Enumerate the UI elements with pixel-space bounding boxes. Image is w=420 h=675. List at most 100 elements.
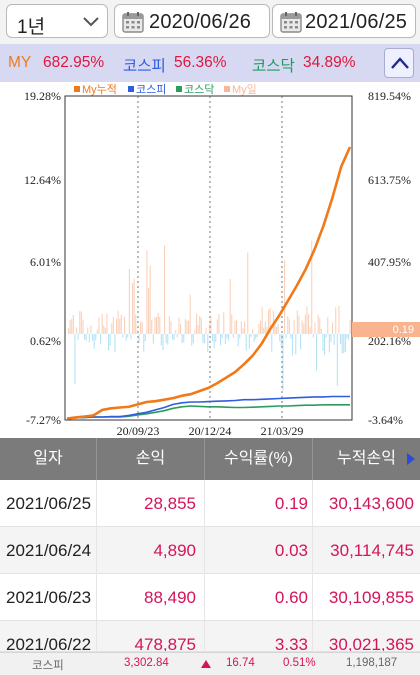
return-chart: 20/09/23 20/12/24 21/03/29 19.28% 819.54% 12.… <box>0 82 420 438</box>
daily-return-bar <box>196 313 198 334</box>
daily-return-bar <box>146 250 148 334</box>
table-row[interactable]: 2021/06/23 88,490 0.60 30,109,855 <box>0 574 420 621</box>
daily-return-bar <box>176 334 178 338</box>
daily-return-bar <box>293 320 295 334</box>
daily-return-bar <box>180 324 182 334</box>
daily-return-bar <box>173 334 175 340</box>
daily-return-bar <box>306 306 308 334</box>
daily-return-bar <box>349 320 351 334</box>
daily-return-bar <box>242 328 244 334</box>
table-row[interactable]: 2021/06/22 478,875 3.33 30,021,365 <box>0 621 420 652</box>
daily-return-bar <box>156 317 158 334</box>
daily-return-bar <box>68 328 70 334</box>
daily-return-bar <box>144 334 146 342</box>
row-cumulative: 30,143,600 <box>328 494 414 513</box>
start-date-picker[interactable]: 2020/06/26 <box>114 4 270 38</box>
kosdaq-return-value: 34.89% <box>303 54 356 71</box>
row-date: 2021/06/25 <box>6 494 92 513</box>
daily-return-bar <box>260 320 262 334</box>
table-header: 일자 손익 수익률(%) 누적손익 <box>0 438 420 480</box>
daily-return-bar <box>133 278 135 334</box>
daily-return-bar <box>130 334 132 340</box>
daily-return-bar <box>71 318 73 334</box>
daily-return-bar <box>93 334 95 349</box>
table-row[interactable]: 2021/06/25 28,855 0.19 30,143,600 <box>0 480 420 527</box>
header-pl: 손익 <box>96 438 204 480</box>
daily-return-bar <box>255 334 257 340</box>
filter-bar: 1년 2020/06/26 ~ 2021/06/25 <box>0 0 420 44</box>
daily-return-bar <box>135 314 137 334</box>
daily-return-bar <box>314 322 316 334</box>
daily-return-bar <box>290 334 292 340</box>
daily-return-bar <box>143 334 145 352</box>
calendar-icon <box>280 12 302 33</box>
daily-return-bar <box>103 325 105 334</box>
period-value: 1년 <box>17 17 46 38</box>
chevron-up-icon <box>391 57 409 69</box>
scroll-right-icon[interactable] <box>406 452 416 466</box>
daily-return-bar <box>250 334 252 338</box>
daily-return-bar <box>224 334 226 344</box>
kospi-return-value: 56.36% <box>174 54 227 71</box>
last-value-marker <box>352 322 420 337</box>
left-axis-tick: 19.28% <box>24 89 61 103</box>
row-pl: 478,875 <box>134 635 196 652</box>
daily-return-bar <box>229 279 231 334</box>
row-pl: 88,490 <box>144 588 196 607</box>
daily-return-bar <box>232 334 234 338</box>
daily-return-bar <box>309 327 311 334</box>
daily-return-bar <box>336 334 338 386</box>
daily-return-bar <box>240 321 242 334</box>
daily-return-bar <box>189 294 191 334</box>
daily-return-bar <box>282 334 284 391</box>
right-axis-tick: 613.75% <box>368 173 411 187</box>
daily-return-bar <box>112 316 114 334</box>
header-return: 수익률(%) <box>204 438 312 480</box>
daily-return-bar <box>194 329 196 334</box>
market-ticker[interactable]: 코스피 3,302.84 16.74 0.51% 1,198,187 <box>0 652 420 675</box>
end-date-picker[interactable]: 2021/06/25 <box>272 4 416 38</box>
daily-return-bar <box>335 307 337 334</box>
daily-return-bar <box>202 334 204 343</box>
daily-return-bar <box>149 265 151 334</box>
daily-return-bar <box>280 334 282 347</box>
daily-return-bar <box>74 334 76 385</box>
collapse-chart-button[interactable] <box>384 48 414 78</box>
daily-return-bar <box>151 319 153 334</box>
row-pl: 28,855 <box>144 494 196 513</box>
daily-return-bar <box>276 327 278 334</box>
daily-return-bar <box>200 318 202 334</box>
row-cumulative: 30,021,365 <box>328 635 414 652</box>
daily-return-bar <box>101 313 103 334</box>
daily-return-bar <box>119 318 121 334</box>
daily-return-bar <box>141 321 143 334</box>
daily-return-bar <box>327 317 329 334</box>
legend-swatch <box>74 86 80 92</box>
daily-return-bar <box>108 334 110 351</box>
right-axis-tick: 819.54% <box>368 89 411 103</box>
daily-return-bar <box>256 334 258 338</box>
daily-return-bar <box>111 323 113 334</box>
daily-return-bar <box>322 334 324 351</box>
daily-return-bar <box>122 334 124 338</box>
daily-return-bar <box>258 324 260 334</box>
daily-return-bar <box>207 334 209 353</box>
my-label: MY <box>8 54 32 71</box>
daily-return-bar <box>208 324 210 334</box>
daily-return-bar <box>303 323 305 334</box>
daily-return-bar <box>298 315 300 334</box>
legend-label: 코스닥 <box>184 83 214 96</box>
daily-return-bar <box>292 334 294 356</box>
daily-return-bar <box>268 309 270 334</box>
daily-return-bar <box>154 317 156 334</box>
table-row[interactable]: 2021/06/24 4,890 0.03 30,114,745 <box>0 527 420 574</box>
period-select[interactable]: 1년 <box>6 4 108 38</box>
plot-frame <box>64 95 353 421</box>
my-return-value: 682.95% <box>43 54 105 71</box>
daily-return-bar <box>80 311 82 334</box>
daily-return-bar <box>312 334 314 338</box>
daily-return-bar <box>85 334 87 341</box>
row-cumulative: 30,109,855 <box>328 588 414 607</box>
daily-return-bar <box>76 327 78 334</box>
daily-return-bar <box>308 314 310 334</box>
